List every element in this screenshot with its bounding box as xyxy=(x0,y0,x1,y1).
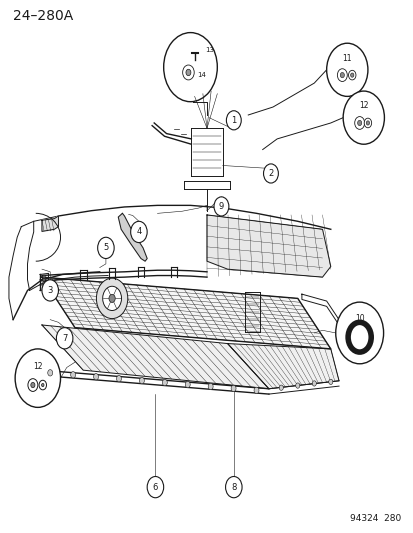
Circle shape xyxy=(263,164,278,183)
Circle shape xyxy=(337,69,347,82)
Circle shape xyxy=(139,377,144,384)
Text: 14: 14 xyxy=(197,72,206,78)
Circle shape xyxy=(97,237,114,259)
Circle shape xyxy=(357,120,361,126)
Text: 13: 13 xyxy=(204,47,214,53)
Text: 3: 3 xyxy=(47,286,53,295)
Circle shape xyxy=(185,381,190,387)
Circle shape xyxy=(311,381,316,386)
Circle shape xyxy=(182,65,194,80)
Text: 10: 10 xyxy=(354,313,363,322)
Circle shape xyxy=(328,379,332,384)
Text: 9: 9 xyxy=(218,202,223,211)
Text: 4: 4 xyxy=(136,228,141,237)
Circle shape xyxy=(43,287,45,290)
Circle shape xyxy=(96,278,128,319)
Circle shape xyxy=(71,372,76,378)
Polygon shape xyxy=(42,325,268,389)
Circle shape xyxy=(335,302,383,364)
Circle shape xyxy=(363,118,371,128)
Circle shape xyxy=(163,33,217,102)
Text: 94324  280: 94324 280 xyxy=(349,514,400,523)
Circle shape xyxy=(348,70,355,80)
Text: 12: 12 xyxy=(358,101,368,110)
Text: 2: 2 xyxy=(268,169,273,178)
Polygon shape xyxy=(42,216,58,231)
Circle shape xyxy=(31,382,35,387)
Text: 1: 1 xyxy=(230,116,236,125)
Circle shape xyxy=(339,72,344,78)
Circle shape xyxy=(226,111,241,130)
Circle shape xyxy=(214,197,228,216)
Polygon shape xyxy=(206,215,330,277)
Text: 8: 8 xyxy=(230,482,236,491)
Circle shape xyxy=(278,385,282,390)
Circle shape xyxy=(43,278,45,281)
Circle shape xyxy=(326,43,367,96)
Circle shape xyxy=(42,280,58,301)
Circle shape xyxy=(15,349,60,407)
Circle shape xyxy=(102,286,121,311)
Circle shape xyxy=(93,374,98,380)
Polygon shape xyxy=(42,277,330,349)
Circle shape xyxy=(116,375,121,382)
Circle shape xyxy=(28,378,38,391)
Circle shape xyxy=(47,369,52,376)
Circle shape xyxy=(41,383,44,386)
Text: 11: 11 xyxy=(342,54,351,62)
Circle shape xyxy=(43,281,45,285)
Circle shape xyxy=(39,380,46,390)
Circle shape xyxy=(162,379,167,386)
Polygon shape xyxy=(227,344,338,389)
Text: 7: 7 xyxy=(62,334,67,343)
Circle shape xyxy=(147,477,163,498)
Circle shape xyxy=(109,294,115,302)
Circle shape xyxy=(208,383,213,390)
Text: 5: 5 xyxy=(103,244,108,253)
Polygon shape xyxy=(118,213,147,261)
Circle shape xyxy=(56,328,73,349)
Circle shape xyxy=(43,285,45,288)
Circle shape xyxy=(185,69,190,76)
Circle shape xyxy=(43,275,45,278)
Circle shape xyxy=(354,117,364,130)
Circle shape xyxy=(366,121,369,125)
Circle shape xyxy=(295,383,299,388)
Circle shape xyxy=(131,221,147,243)
Circle shape xyxy=(230,385,235,392)
Text: 12: 12 xyxy=(33,362,43,371)
Text: 24–280A: 24–280A xyxy=(13,9,73,23)
Circle shape xyxy=(350,73,353,77)
Text: 6: 6 xyxy=(152,482,158,491)
Circle shape xyxy=(254,387,259,393)
Circle shape xyxy=(225,477,242,498)
Circle shape xyxy=(342,91,384,144)
